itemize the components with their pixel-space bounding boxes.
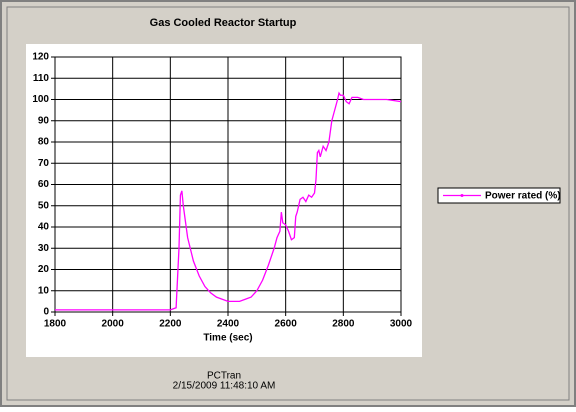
plot-panel: [26, 44, 422, 357]
x-tick-label: 2000: [102, 319, 125, 330]
y-tick-label: 20: [38, 264, 50, 275]
legend-marker: [460, 194, 464, 197]
y-tick-label: 80: [38, 137, 50, 148]
legend-label: Power rated (%): [485, 191, 561, 202]
y-tick-label: 50: [38, 200, 50, 211]
y-tick-label: 40: [38, 222, 50, 233]
y-tick-label: 110: [33, 73, 50, 84]
y-tick-label: 10: [38, 285, 50, 296]
x-tick-label: 3000: [390, 319, 413, 330]
footer-timestamp: 2/15/2009 11:48:10 AM: [173, 381, 276, 392]
y-tick-label: 30: [38, 243, 50, 254]
y-tick-label: 90: [38, 115, 50, 126]
x-tick-label: 2400: [217, 319, 240, 330]
x-axis-label: Time (sec): [203, 333, 252, 344]
x-tick-label: 2800: [332, 319, 355, 330]
y-tick-label: 120: [32, 52, 49, 63]
legend: [437, 187, 561, 204]
y-tick-label: 60: [38, 179, 50, 190]
data-line: [55, 91, 402, 311]
footer-app: PCTran: [207, 371, 241, 382]
x-tick-label: 2200: [159, 319, 182, 330]
y-tick-label: 0: [43, 307, 49, 318]
y-tick-label: 100: [32, 94, 49, 105]
chart-title: Gas Cooled Reactor Startup: [150, 17, 297, 29]
x-tick-label: 2600: [275, 319, 298, 330]
inner-border: [6, 6, 570, 401]
x-tick-label: 1800: [44, 319, 67, 330]
plot-frame: [54, 56, 402, 313]
y-tick-label: 70: [38, 158, 50, 169]
